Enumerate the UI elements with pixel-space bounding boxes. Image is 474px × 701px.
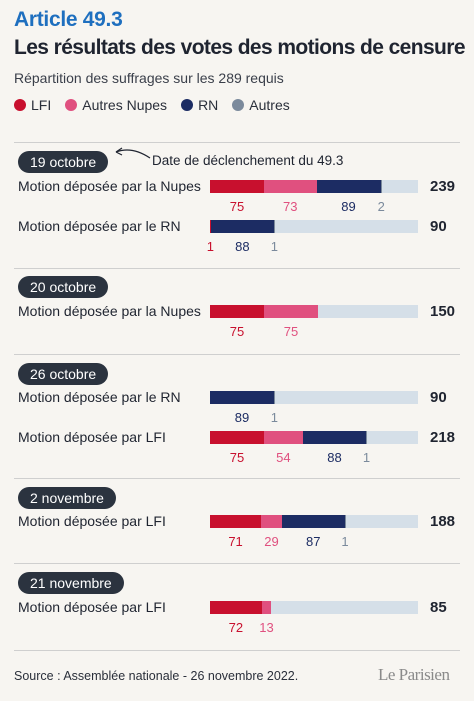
bar-track xyxy=(210,180,418,193)
bar-track xyxy=(210,601,418,614)
legend-item-lfi: LFI xyxy=(14,97,51,113)
value-label: 88 xyxy=(327,450,342,465)
bar-segment-rn xyxy=(281,515,345,528)
legend-swatch-rn xyxy=(181,99,194,111)
bar-segment-lfi xyxy=(210,180,264,193)
bar-segment-rn xyxy=(316,180,381,193)
date-pill-20-octobre: 20 octobre xyxy=(18,276,109,298)
total-value: 85 xyxy=(430,599,447,616)
value-label: 75 xyxy=(229,199,245,214)
bar-segment-autres xyxy=(366,431,368,444)
bar-segment-lfi xyxy=(210,431,264,444)
section-divider xyxy=(14,354,460,355)
total-value: 239 xyxy=(430,178,456,195)
value-label: 1 xyxy=(206,239,214,254)
bar-segment-autres-nupes xyxy=(261,601,272,614)
section-divider xyxy=(14,650,460,651)
value-label: 75 xyxy=(283,324,299,339)
total-value: 90 xyxy=(430,218,447,235)
bar-segment-lfi xyxy=(210,220,212,233)
bar-segment-autres xyxy=(274,391,276,404)
value-label: 73 xyxy=(283,199,298,214)
legend-swatch-autres-nupes xyxy=(65,99,78,111)
legend-label-rn: RN xyxy=(198,97,219,113)
legend-item-autres-nupes: Autres Nupes xyxy=(65,97,167,113)
annotation-arrow-icon xyxy=(115,147,151,159)
total-value: 90 xyxy=(430,389,447,406)
chart-subtitle: Répartition des suffrages sur les 289 re… xyxy=(14,70,284,86)
bar-segment-autres-nupes xyxy=(261,515,282,528)
value-label: 88 xyxy=(235,239,250,254)
date-pill-2-novembre: 2 novembre xyxy=(18,487,116,509)
bar-track xyxy=(210,515,418,528)
source-note: Source : Assemblée nationale - 26 novemb… xyxy=(14,669,299,683)
row-label: Motion déposée par LFI xyxy=(18,513,166,529)
date-pill-21-novembre: 21 novembre xyxy=(18,572,124,594)
bar-segment-rn xyxy=(210,220,275,233)
legend-label-lfi: LFI xyxy=(31,97,52,113)
annotation-text: Date de déclenchement du 49.3 xyxy=(152,153,344,168)
value-label: 72 xyxy=(228,620,244,635)
bar-segment-autres xyxy=(344,515,346,528)
value-label: 1 xyxy=(270,239,279,254)
publisher-logo: Le Parisien xyxy=(378,665,450,684)
legend-swatch-autres xyxy=(232,99,245,111)
value-label: 71 xyxy=(228,534,243,549)
bar-segment-autres xyxy=(274,220,276,233)
bar-track xyxy=(210,391,418,404)
value-label: 13 xyxy=(259,620,274,635)
bar-track xyxy=(210,220,418,233)
kicker: Article 49.3 xyxy=(14,8,123,31)
bar-segment-autres-nupes xyxy=(263,180,317,193)
value-label: 75 xyxy=(229,324,245,339)
legend-label-autres-nupes: Autres Nupes xyxy=(82,97,168,113)
chart-title: Les résultats des votes des motions de c… xyxy=(14,36,466,59)
value-label: 54 xyxy=(276,450,291,465)
bar-segment-lfi xyxy=(210,305,264,318)
value-label: 29 xyxy=(264,534,279,549)
legend: LFI Autres Nupes RN Autres xyxy=(14,97,304,113)
value-label: 1 xyxy=(270,410,279,425)
bar-segment-autres-nupes xyxy=(263,305,318,318)
value-label: 1 xyxy=(362,450,371,465)
row-label: Motion déposée par LFI xyxy=(18,599,166,615)
bar-segment-autres xyxy=(380,180,382,193)
value-label: 2 xyxy=(377,199,385,214)
legend-swatch-lfi xyxy=(14,99,26,111)
row-label: Motion déposée par le RN xyxy=(18,389,181,405)
total-value: 150 xyxy=(430,303,456,320)
section-divider xyxy=(14,142,460,143)
value-label: 89 xyxy=(234,410,250,425)
bar-track xyxy=(210,305,418,318)
legend-item-rn: RN xyxy=(181,97,218,113)
row-label: Motion déposée par le RN xyxy=(18,218,181,234)
bar-segment-lfi xyxy=(210,601,262,614)
date-pill-19-octobre: 19 octobre xyxy=(18,151,109,173)
value-label: 75 xyxy=(229,450,245,465)
legend-item-autres: Autres xyxy=(232,97,290,113)
bar-segment-lfi xyxy=(210,515,262,528)
bar-segment-rn xyxy=(210,391,275,404)
bar-track xyxy=(210,431,418,444)
value-label: 1 xyxy=(341,534,349,549)
legend-label-autres: Autres xyxy=(249,97,290,113)
section-divider xyxy=(14,268,460,269)
value-label: 89 xyxy=(341,199,356,214)
row-label: Motion déposée par LFI xyxy=(18,429,166,445)
row-label: Motion déposée par la Nupes xyxy=(18,303,201,319)
date-pill-26-octobre: 26 octobre xyxy=(18,363,109,385)
value-label: 87 xyxy=(306,534,321,549)
total-value: 188 xyxy=(430,513,456,530)
section-divider xyxy=(14,478,460,479)
bar-segment-autres-nupes xyxy=(263,431,303,444)
bar-segment-rn xyxy=(302,431,367,444)
total-value: 218 xyxy=(430,429,456,446)
row-label: Motion déposée par la Nupes xyxy=(18,178,201,194)
section-divider xyxy=(14,563,460,564)
